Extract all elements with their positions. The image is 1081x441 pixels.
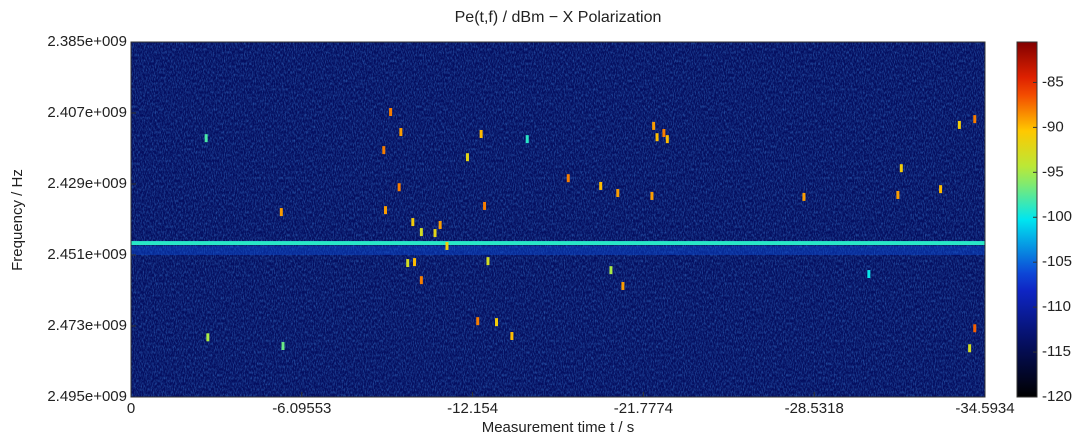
spot	[495, 318, 499, 327]
spot	[419, 276, 423, 285]
colorbar-tick-label: -85	[1042, 73, 1064, 90]
x-tick-label: -6.09553	[272, 400, 331, 417]
spot	[433, 229, 437, 238]
spot	[281, 342, 285, 351]
spot	[899, 164, 903, 173]
y-tick-label: 2.407e+009	[47, 104, 127, 121]
spot	[397, 183, 401, 192]
spot	[486, 257, 490, 266]
spot	[465, 153, 469, 162]
spot	[204, 134, 208, 143]
spot	[650, 191, 654, 200]
colorbar	[1016, 41, 1038, 398]
spot	[445, 241, 449, 250]
x-tick-label: -12.154	[447, 400, 498, 417]
colorbar-tick-label: -110	[1042, 298, 1071, 315]
spot	[510, 332, 514, 341]
colorbar-tick-label: -100	[1042, 208, 1072, 225]
x-tick-label: -21.7774	[614, 400, 673, 417]
noise-texture	[131, 42, 985, 397]
spot	[652, 121, 656, 130]
spot	[655, 133, 659, 142]
spot	[957, 120, 961, 129]
spot	[973, 324, 977, 333]
spot	[896, 190, 900, 199]
band	[131, 241, 985, 246]
spot	[802, 192, 806, 201]
y-tick-label: 2.495e+009	[47, 388, 127, 405]
spot	[399, 128, 403, 137]
spot	[599, 181, 603, 190]
spot	[413, 258, 417, 267]
spot	[389, 108, 393, 117]
spot	[566, 174, 570, 183]
spot	[419, 228, 423, 237]
spot	[382, 146, 386, 155]
colorbar-tick-label: -105	[1042, 253, 1072, 270]
spot	[621, 281, 625, 290]
y-axis-label: Frequency / Hz	[9, 169, 26, 271]
spot	[411, 218, 415, 227]
spot	[383, 206, 387, 215]
spot	[483, 201, 487, 210]
spot	[867, 270, 871, 279]
spot	[206, 333, 210, 342]
x-tick-label: -34.5934	[955, 400, 1014, 417]
spot	[616, 189, 620, 198]
colorbar-tick-label: -95	[1042, 163, 1064, 180]
y-tick-label: 2.429e+009	[47, 175, 127, 192]
spot	[968, 344, 972, 353]
band-shadow	[131, 246, 985, 256]
colorbar-tick-label: -115	[1042, 343, 1071, 360]
colorbar-tick-label: -120	[1042, 388, 1072, 405]
y-tick-label: 2.451e+009	[47, 246, 127, 263]
x-tick-label: -28.5318	[785, 400, 844, 417]
spot	[479, 129, 483, 138]
plot-frame	[130, 41, 986, 398]
y-tick-label: 2.473e+009	[47, 317, 127, 334]
spot	[665, 135, 669, 144]
spot	[406, 259, 410, 268]
spot	[476, 317, 480, 326]
y-tick-label: 2.385e+009	[47, 33, 127, 50]
plot-area	[131, 42, 985, 397]
chart-title: Pe(t,f) / dBm − X Polarization	[455, 9, 662, 26]
spot	[662, 129, 666, 138]
x-axis-label: Measurement time t / s	[482, 419, 635, 436]
colorbar-tick-label: -90	[1042, 118, 1064, 135]
x-tick-label: 0	[127, 400, 135, 417]
spot	[279, 208, 283, 217]
spot	[939, 185, 943, 194]
spot	[525, 135, 529, 144]
spot	[438, 220, 442, 229]
spot	[973, 115, 977, 124]
spot	[609, 266, 613, 275]
